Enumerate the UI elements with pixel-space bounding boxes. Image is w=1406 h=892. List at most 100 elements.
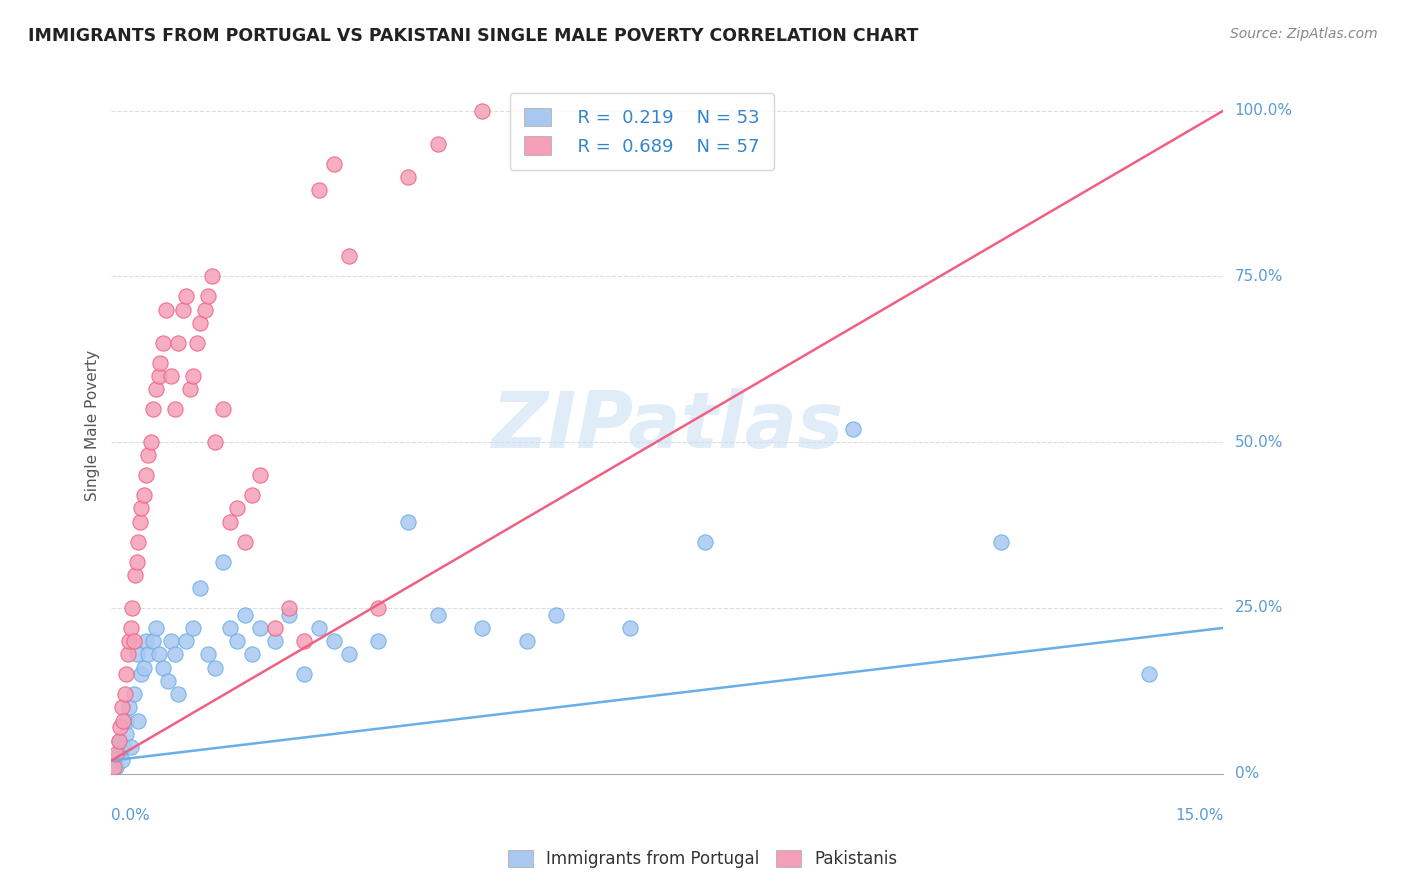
Point [120, 621, 142, 635]
Point [125, 555, 148, 569]
Point [108, 733, 131, 747]
Point [337, 648, 360, 662]
Text: ZIPatlas: ZIPatlas [491, 388, 844, 464]
Point [128, 515, 150, 529]
Point [842, 422, 865, 436]
Point [367, 634, 389, 648]
Point [108, 747, 131, 761]
Point [129, 667, 152, 681]
Point [471, 621, 494, 635]
Point [516, 634, 538, 648]
Point [396, 169, 419, 184]
Point [322, 156, 344, 170]
Point [226, 634, 249, 648]
Point [249, 468, 271, 483]
Point [204, 435, 226, 450]
Point [127, 714, 149, 728]
Point [127, 534, 149, 549]
Point [148, 648, 170, 662]
Point [114, 687, 136, 701]
Point [125, 648, 148, 662]
Text: 0.0%: 0.0% [111, 808, 150, 823]
Point [197, 648, 219, 662]
Point [292, 634, 315, 648]
Point [1137, 667, 1160, 681]
Point [240, 648, 263, 662]
Point [104, 760, 127, 774]
Point [132, 488, 155, 502]
Point [167, 335, 190, 350]
Point [111, 700, 134, 714]
Point [219, 621, 242, 635]
Point [122, 687, 145, 701]
Point [111, 754, 134, 768]
Point [134, 634, 156, 648]
Point [322, 634, 344, 648]
Point [159, 634, 181, 648]
Point [141, 435, 163, 450]
Point [337, 250, 360, 264]
Point [152, 335, 174, 350]
Text: 15.0%: 15.0% [1175, 808, 1223, 823]
Point [115, 667, 138, 681]
Point [104, 747, 127, 761]
Text: Source: ZipAtlas.com: Source: ZipAtlas.com [1230, 27, 1378, 41]
Text: 25.0%: 25.0% [1234, 600, 1282, 615]
Point [124, 567, 146, 582]
Point [149, 356, 172, 370]
Point [117, 648, 139, 662]
Point [118, 634, 141, 648]
Point [190, 316, 212, 330]
Point [693, 534, 716, 549]
Point [240, 488, 263, 502]
Point [165, 648, 187, 662]
Point [546, 607, 568, 622]
Text: IMMIGRANTS FROM PORTUGAL VS PAKISTANI SINGLE MALE POVERTY CORRELATION CHART: IMMIGRANTS FROM PORTUGAL VS PAKISTANI SI… [28, 27, 918, 45]
Point [292, 667, 315, 681]
Point [159, 368, 181, 383]
Point [122, 634, 145, 648]
Point [165, 402, 187, 417]
Point [308, 183, 330, 197]
Point [181, 368, 204, 383]
Point [174, 634, 197, 648]
Point [148, 368, 170, 383]
Point [121, 601, 143, 615]
Point [186, 335, 208, 350]
Point [112, 714, 135, 728]
Point [426, 136, 449, 151]
Legend: Immigrants from Portugal, Pakistanis: Immigrants from Portugal, Pakistanis [502, 843, 904, 875]
Point [990, 534, 1012, 549]
Point [142, 634, 165, 648]
Point [167, 687, 190, 701]
Point [619, 621, 641, 635]
Text: 100.0%: 100.0% [1234, 103, 1292, 118]
Point [226, 501, 249, 516]
Point [426, 607, 449, 622]
Point [152, 660, 174, 674]
Point [145, 382, 167, 396]
Point [118, 700, 141, 714]
Point [134, 468, 156, 483]
Point [172, 302, 194, 317]
Point [190, 581, 212, 595]
Point [263, 634, 285, 648]
Point [263, 621, 285, 635]
Point [211, 402, 233, 417]
Point [367, 601, 389, 615]
Point [115, 727, 138, 741]
Point [132, 660, 155, 674]
Point [249, 621, 271, 635]
Point [138, 449, 160, 463]
Point [112, 740, 135, 755]
Point [201, 269, 224, 284]
Point [155, 302, 177, 317]
Point [110, 720, 132, 734]
Point [138, 648, 160, 662]
Point [115, 714, 138, 728]
Point [396, 515, 419, 529]
Point [233, 534, 256, 549]
Point [120, 740, 142, 755]
Text: 75.0%: 75.0% [1234, 268, 1282, 284]
Point [211, 555, 233, 569]
